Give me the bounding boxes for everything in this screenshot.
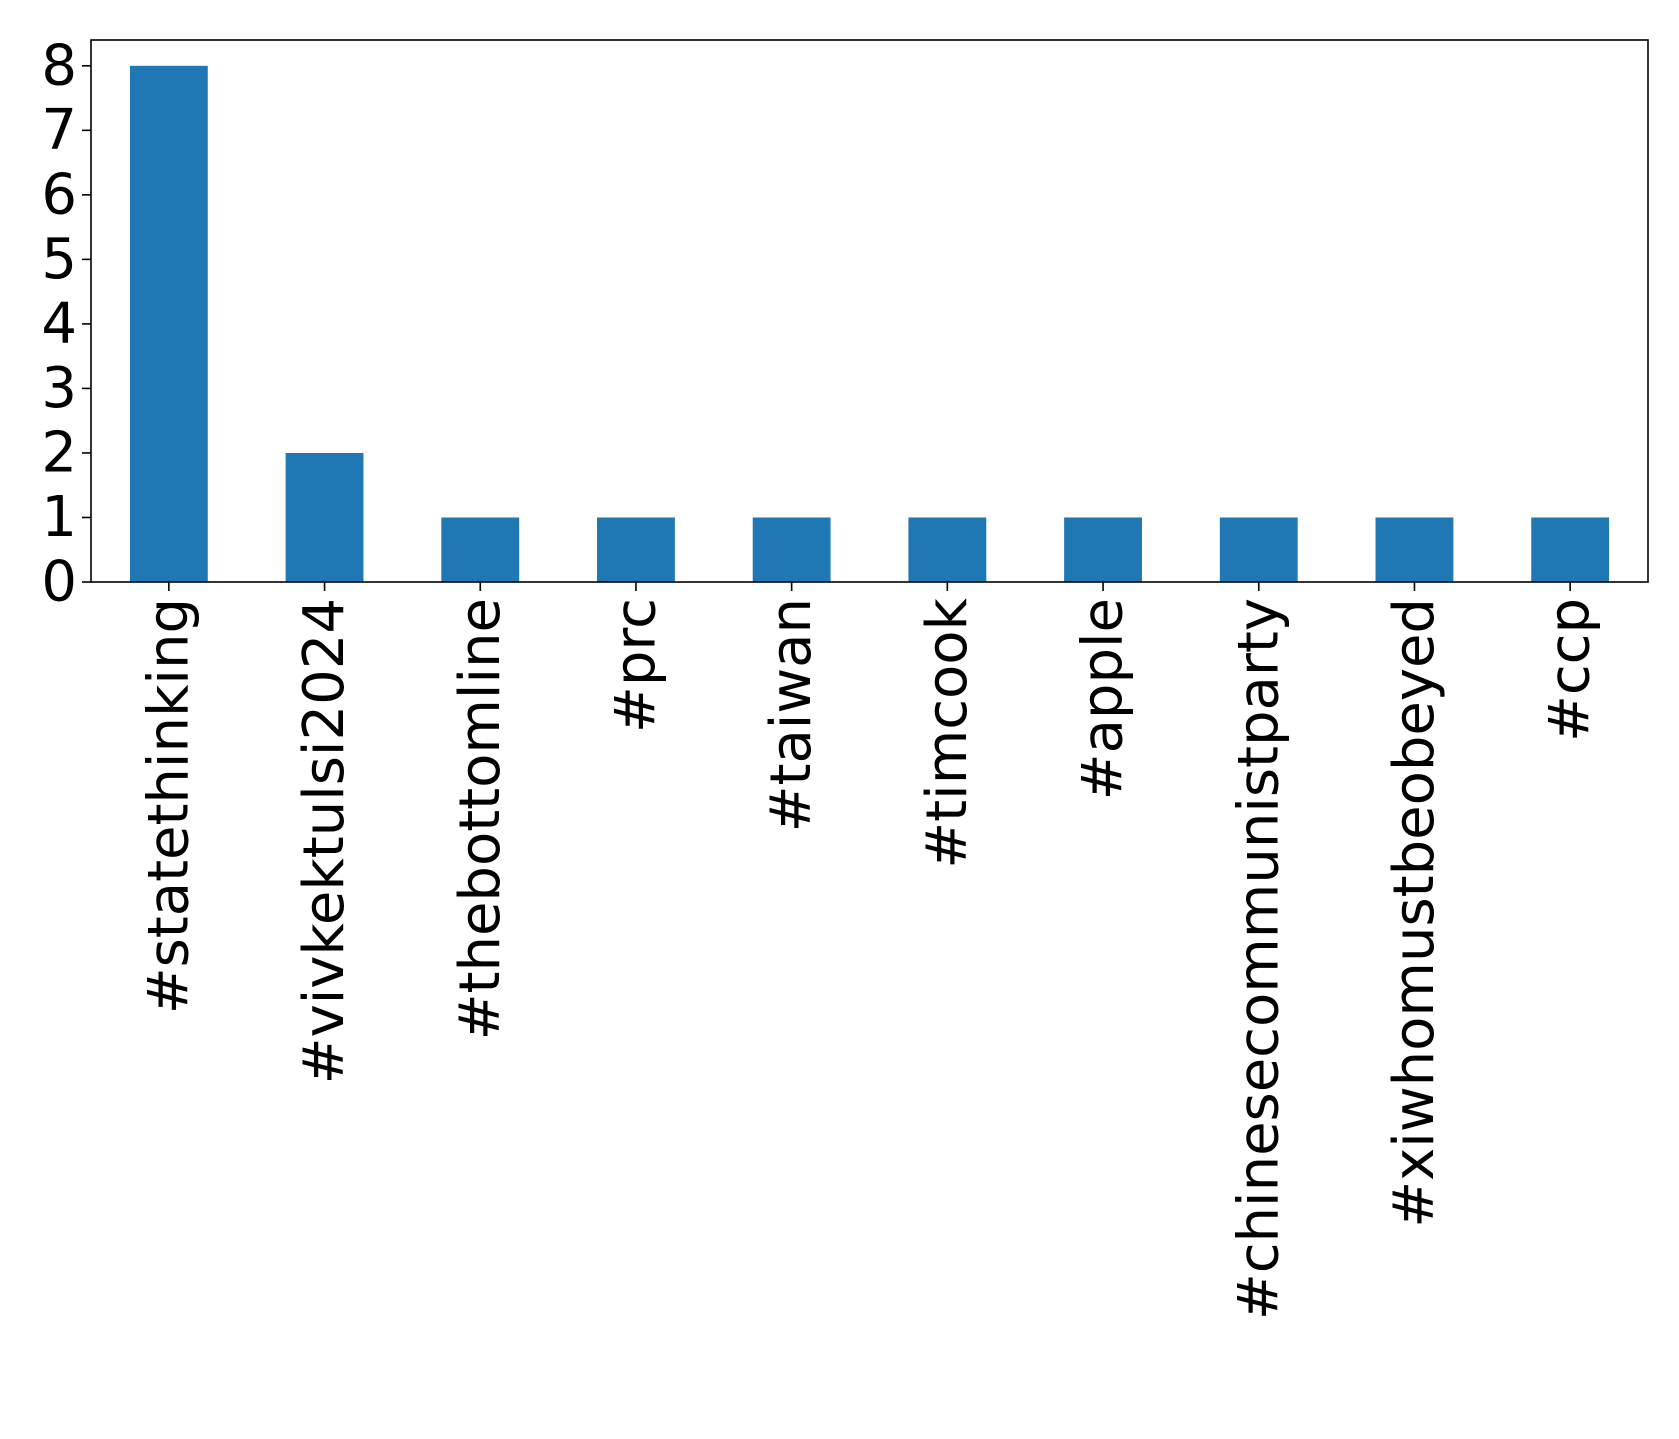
bar-thebottomline (441, 517, 520, 582)
x-tick-label: #taiwan (759, 598, 824, 832)
x-tick-label: #chinesecommunistparty (1226, 598, 1291, 1320)
y-tick-label: 8 (41, 33, 77, 98)
y-tick-label: 4 (41, 291, 77, 356)
x-axis: #statethinking #vivkektulsi2024 #thebottom… (136, 582, 1603, 1320)
y-tick-label: 3 (41, 356, 77, 421)
x-tick-label: #apple (1071, 598, 1136, 800)
x-tick-label: #statethinking (136, 598, 201, 1014)
bar-chinesecommunistparty (1219, 517, 1298, 582)
bar-prc (597, 517, 675, 582)
plot-frame (90, 39, 1649, 583)
y-tick-label: 0 (41, 550, 77, 615)
y-tick-label: 6 (41, 162, 77, 227)
y-tick-label: 5 (41, 227, 77, 292)
bars-layer (129, 65, 1610, 583)
x-tick-label: #ccp (1538, 598, 1603, 742)
y-tick-label: 2 (41, 420, 77, 485)
x-tick-label: #prc (603, 598, 668, 733)
bar-taiwan (752, 517, 831, 582)
bar-timcook (908, 517, 987, 582)
x-tick-label: #timcook (915, 597, 980, 868)
bar-statethinking (129, 65, 208, 583)
bar-vivkektulsi2024 (285, 452, 364, 582)
x-tick-label: #vivkektulsi2024 (292, 598, 357, 1084)
y-tick-label: 7 (41, 98, 77, 163)
bar-xiwhomustbeobeyed (1375, 517, 1454, 582)
x-tick-label: #xiwhomustbeobeyed (1382, 598, 1447, 1228)
x-tick-label: #thebottomline (448, 598, 513, 1040)
bar-ccp (1531, 517, 1610, 582)
y-tick-label: 1 (41, 485, 77, 550)
bar-apple (1064, 517, 1142, 582)
